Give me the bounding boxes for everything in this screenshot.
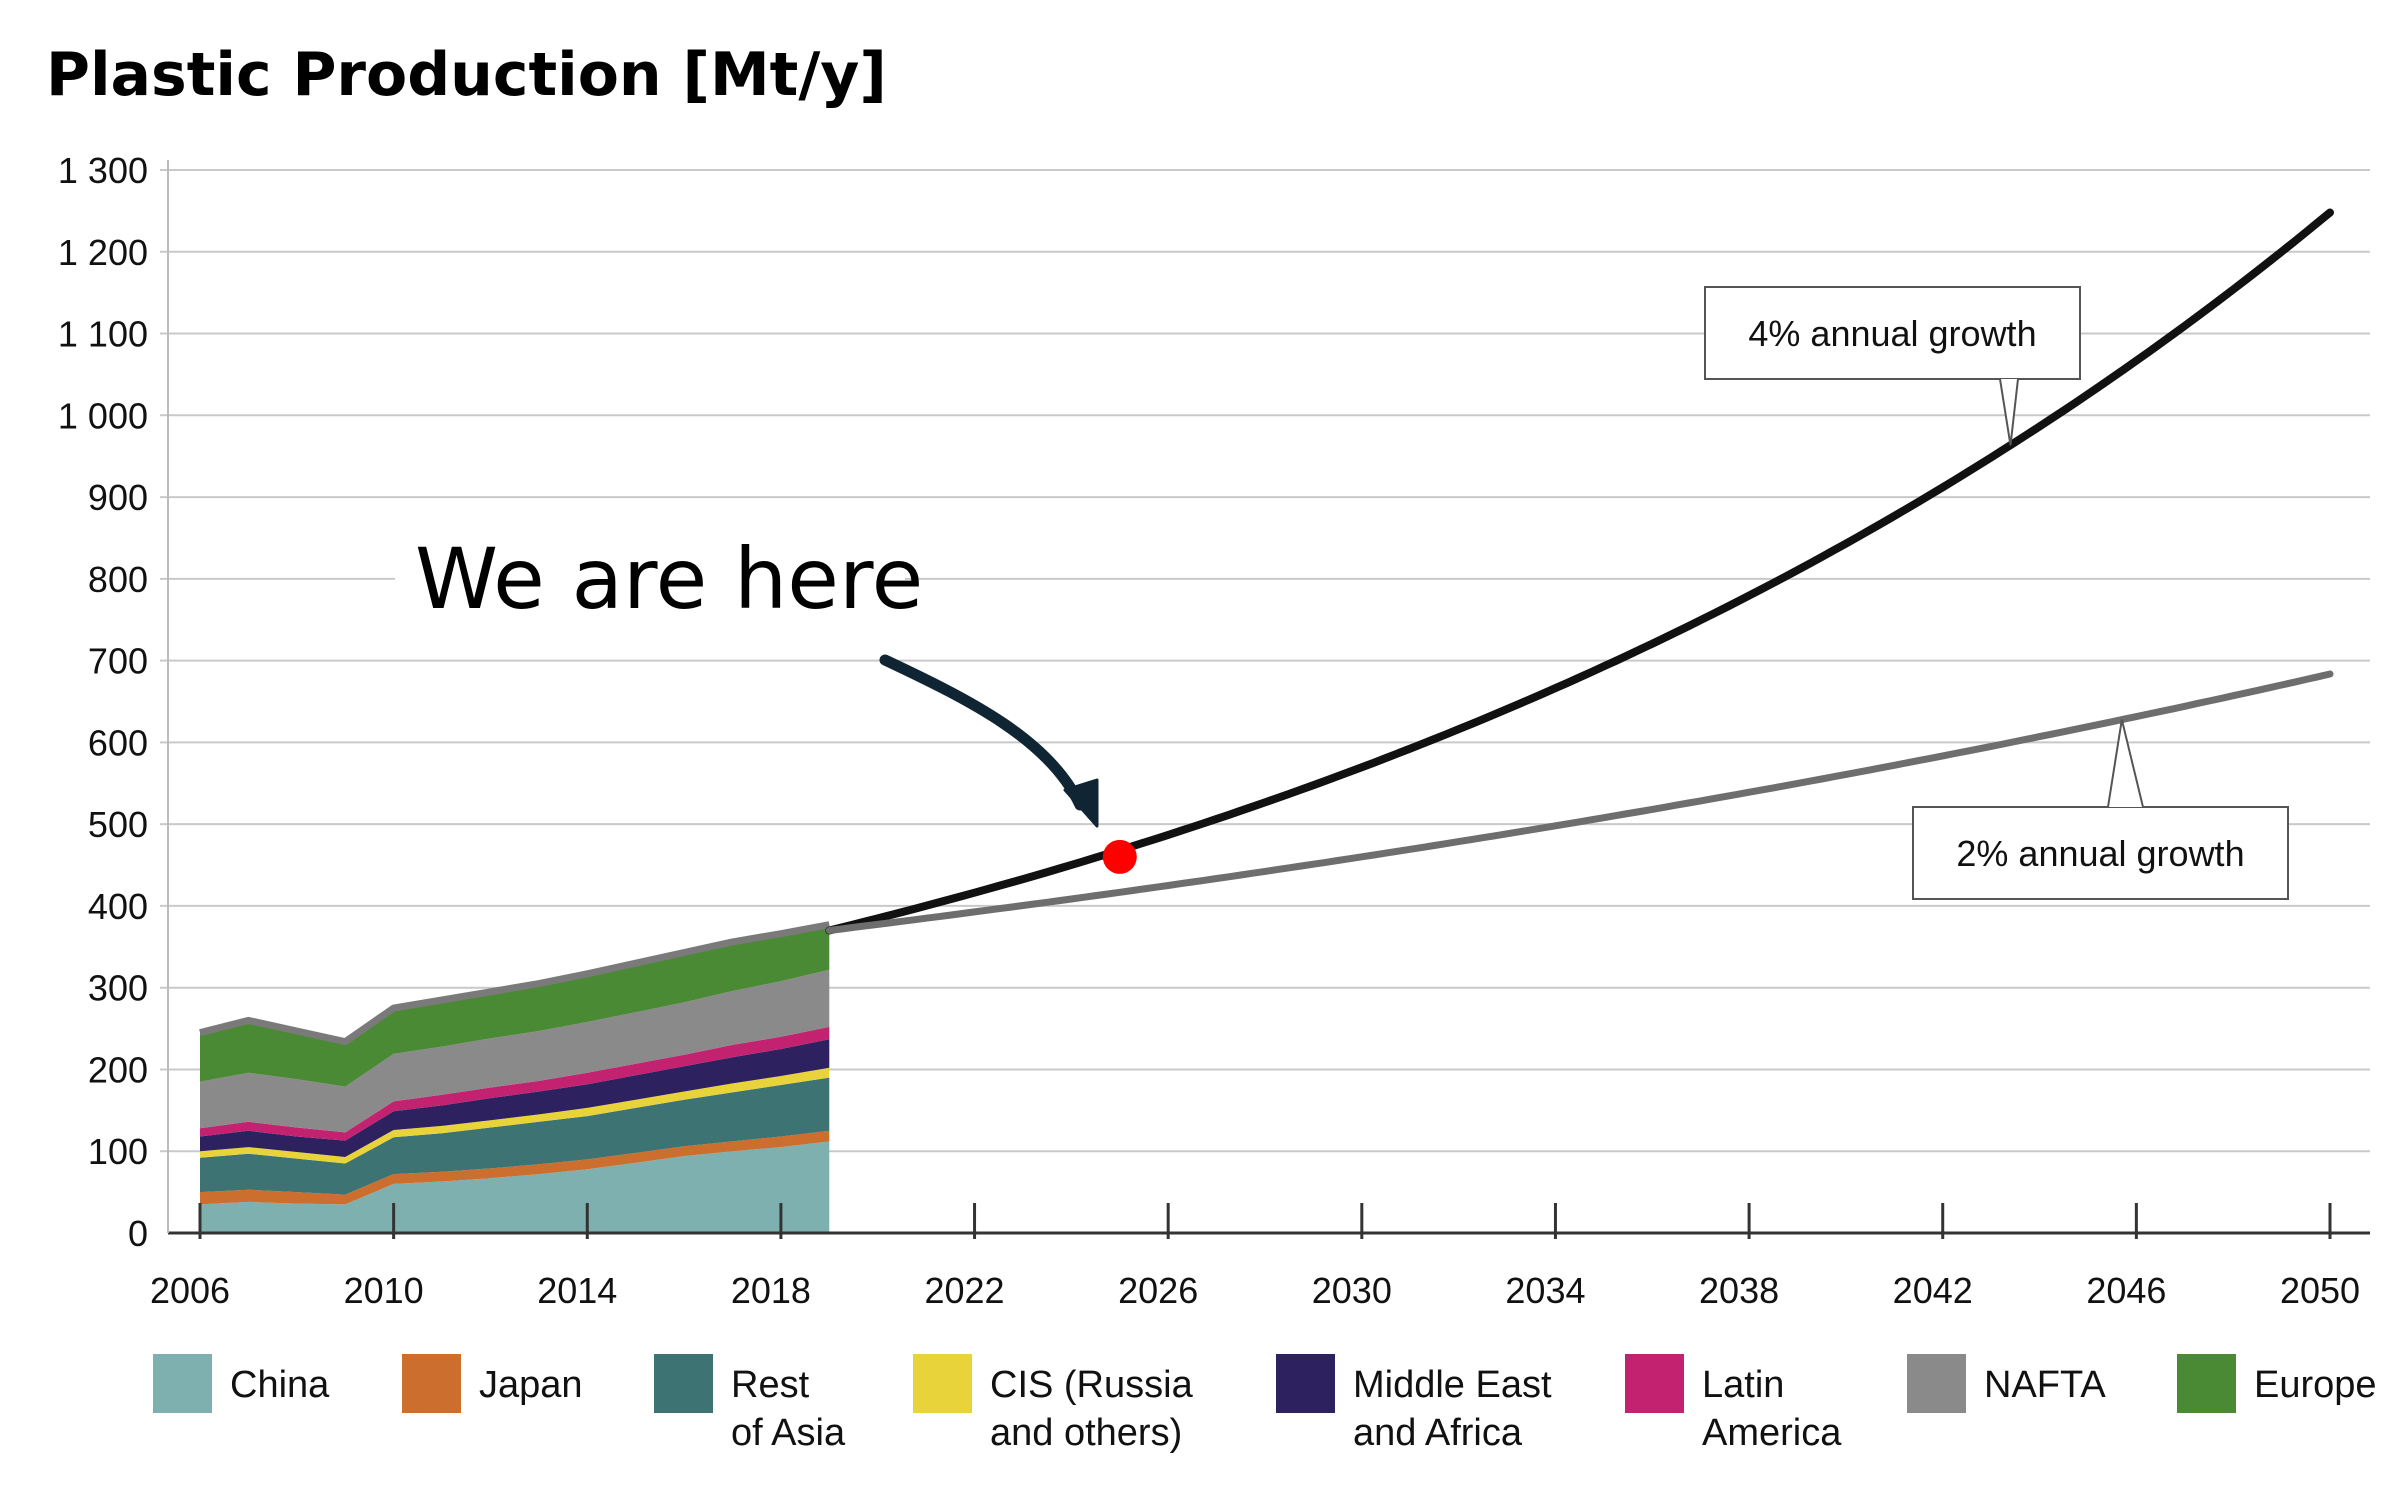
legend-swatch-cis-russia-and-others- xyxy=(913,1354,972,1413)
legend: China Japan Rest of Asia CIS (Russia and othe… xyxy=(153,1354,2377,1454)
projection-callouts: 4% annual growth 2% annual growth xyxy=(1704,286,2289,900)
area-nafta xyxy=(200,969,830,1133)
legend-label: China xyxy=(230,1364,330,1406)
legend-label: CIS (Russia xyxy=(990,1364,1194,1406)
legend-label: Latin xyxy=(1702,1364,1784,1406)
x-tick-label: 2014 xyxy=(537,1270,617,1311)
legend-label: America xyxy=(1702,1412,1842,1454)
x-tick-label: 2042 xyxy=(1893,1270,1973,1311)
y-tick-label: 1 100 xyxy=(58,314,148,355)
callout-pointer-4pct xyxy=(1999,378,2019,446)
y-tick-labels: 0 100 200 300 400 500 600 700 800 900 1 000 1 100 1 … xyxy=(58,150,148,1254)
area-latin-america xyxy=(200,1026,830,1141)
legend-label: Japan xyxy=(479,1364,583,1406)
legend-swatch-nafta xyxy=(1907,1354,1966,1413)
legend-swatch-rest-of-asia xyxy=(654,1354,713,1413)
y-tick-label: 1 200 xyxy=(58,232,148,273)
y-tick-label: 1 000 xyxy=(58,395,148,436)
area-china xyxy=(200,1141,830,1233)
legend-label: Europe xyxy=(2254,1364,2377,1406)
x-tick-label: 2038 xyxy=(1699,1270,1779,1311)
y-tick-label: 800 xyxy=(88,559,148,600)
current-position-marker xyxy=(1102,839,1137,874)
x-tick-label: 2022 xyxy=(924,1270,1004,1311)
x-tick-label: 2034 xyxy=(1505,1270,1585,1311)
y-tick-label: 300 xyxy=(88,968,148,1009)
area-rest-of-asia xyxy=(200,1077,830,1195)
axes xyxy=(167,160,2370,1239)
area-cis-russia-and-others- xyxy=(200,1067,830,1164)
x-tick-label: 2046 xyxy=(2086,1270,2166,1311)
callout-pointer-2pct xyxy=(2107,719,2144,808)
legend-label: Rest xyxy=(731,1364,810,1406)
stacked-areas xyxy=(199,921,830,1233)
callout-label-4pct: 4% annual growth xyxy=(1748,313,2036,354)
legend-label: NAFTA xyxy=(1984,1364,2106,1406)
projection-line-4pct xyxy=(825,208,2334,935)
projection-lines xyxy=(825,208,2334,935)
legend-swatch-europe xyxy=(2177,1354,2236,1413)
y-tick-label: 400 xyxy=(88,886,148,927)
y-tick-label: 100 xyxy=(88,1131,148,1172)
legend-label: Middle East xyxy=(1353,1364,1552,1406)
x-tick-label: 2030 xyxy=(1312,1270,1392,1311)
y-tick-label: 900 xyxy=(88,477,148,518)
x-tick-label: 2018 xyxy=(731,1270,811,1311)
legend-swatch-latin-america xyxy=(1625,1354,1684,1413)
x-tick-label: 2006 xyxy=(150,1270,230,1311)
y-tick-label: 200 xyxy=(88,1049,148,1090)
annotation-label-bg xyxy=(395,520,905,640)
callout-box-2pct xyxy=(1912,806,2289,900)
callout-label-2pct: 2% annual growth xyxy=(1956,833,2244,874)
legend-swatch-middle-east-and-africa xyxy=(1276,1354,1335,1413)
area-europe xyxy=(200,924,830,1087)
y-tick-label: 1 300 xyxy=(58,150,148,191)
legend-label: and Africa xyxy=(1353,1412,1523,1454)
legend-swatch-china xyxy=(153,1354,212,1413)
we-are-here-annotation: We are here xyxy=(395,520,1137,874)
x-tick-label: 2026 xyxy=(1118,1270,1198,1311)
y-tick-label: 0 xyxy=(128,1213,148,1254)
y-tick-label: 700 xyxy=(88,641,148,682)
y-tick-label: 500 xyxy=(88,804,148,845)
projection-line-2pct xyxy=(825,670,2334,934)
x-tick-labels: 2006 2010 2014 2018 2022 2026 2030 2034 2038 2042… xyxy=(150,1270,2360,1311)
legend-swatch-japan xyxy=(402,1354,461,1413)
total-outline xyxy=(199,921,830,1046)
annotation-arrow-head xyxy=(1063,778,1099,828)
x-tick-label: 2010 xyxy=(344,1270,424,1311)
chart-title: Plastic Production [Mt/y] xyxy=(46,40,887,110)
x-tick-label: 2050 xyxy=(2280,1270,2360,1311)
annotation-arrow-shaft xyxy=(879,654,1086,811)
area-middle-east-and-africa xyxy=(200,1039,830,1157)
callout-box-4pct xyxy=(1704,286,2081,380)
legend-label: of Asia xyxy=(731,1412,846,1454)
y-tick-label: 600 xyxy=(88,722,148,763)
area-japan xyxy=(200,1130,830,1205)
legend-label: and others) xyxy=(990,1412,1182,1454)
we-are-here-label: We are here xyxy=(415,530,923,628)
